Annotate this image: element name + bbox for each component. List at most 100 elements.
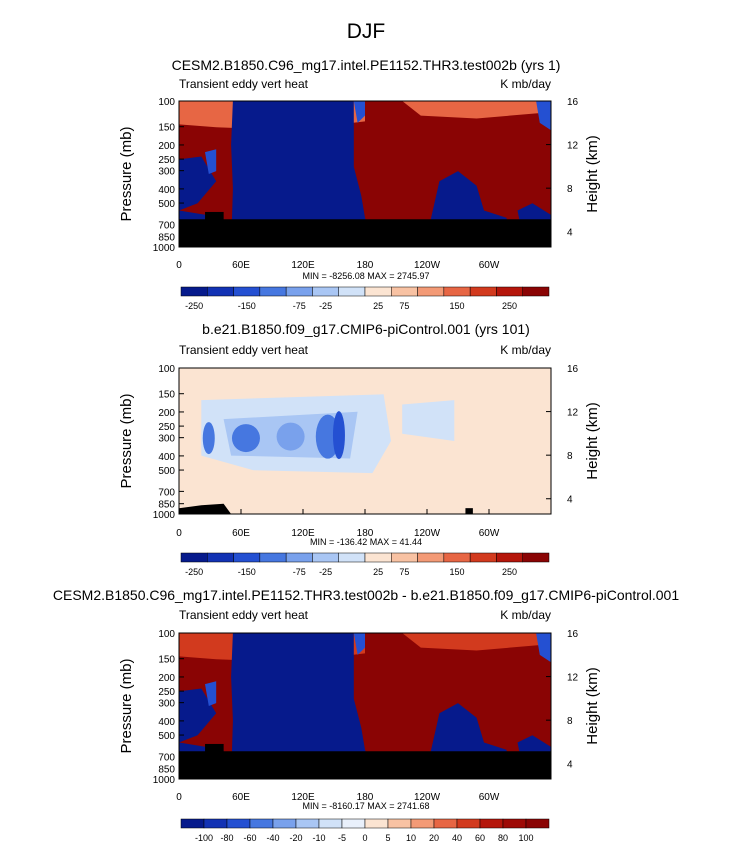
colorbar-label: -100 bbox=[195, 833, 213, 842]
y-tick-label: 200 bbox=[158, 141, 175, 152]
colorbar-swatch bbox=[233, 552, 261, 563]
colorbar-swatch bbox=[387, 818, 412, 829]
colorbar-swatch bbox=[272, 818, 297, 829]
colorbar-label: 150 bbox=[449, 301, 464, 311]
y2-tick-label: 16 bbox=[567, 97, 579, 108]
topography-mask bbox=[465, 508, 473, 514]
colorbar-label: 10 bbox=[406, 833, 416, 842]
y-tick-label: 1000 bbox=[153, 510, 176, 521]
colorbar-swatch bbox=[312, 552, 339, 563]
colorbar-label: -25 bbox=[319, 567, 332, 577]
y-tick-label: 250 bbox=[158, 422, 175, 433]
y2-axis-label: Height (km) bbox=[584, 402, 601, 480]
y-tick-label: 300 bbox=[158, 434, 175, 445]
colorbar-label: -150 bbox=[238, 301, 256, 311]
colorbar-swatch bbox=[417, 286, 445, 297]
colorbar-label: -75 bbox=[293, 567, 306, 577]
y2-tick-label: 12 bbox=[567, 408, 579, 419]
y2-tick-label: 16 bbox=[567, 629, 579, 640]
topography-mask bbox=[179, 219, 551, 247]
y2-tick-label: 4 bbox=[567, 228, 573, 239]
colorbar-swatch bbox=[469, 286, 497, 297]
y2-tick-label: 12 bbox=[567, 141, 579, 152]
colorbar-swatch bbox=[443, 552, 471, 563]
colorbar-swatch bbox=[233, 286, 261, 297]
colorbar-swatch bbox=[469, 552, 497, 563]
y-tick-label: 700 bbox=[158, 220, 175, 231]
y-tick-label: 500 bbox=[158, 731, 175, 742]
topography-mask bbox=[179, 751, 551, 779]
shade-negative-mid bbox=[353, 101, 365, 123]
colorbar-label: 80 bbox=[498, 833, 508, 842]
y2-axis-label: Height (km) bbox=[584, 135, 601, 213]
colorbar-swatch bbox=[285, 552, 313, 563]
x-tick-label: 0 bbox=[176, 260, 182, 271]
topography-mask bbox=[205, 743, 224, 753]
shade-negative-mid bbox=[353, 633, 365, 655]
colorbar-swatch bbox=[338, 286, 366, 297]
shade-negative-strongest bbox=[332, 411, 345, 460]
shade-positive-light bbox=[402, 633, 544, 651]
shade-negative-strong bbox=[231, 424, 260, 453]
colorbar-swatch bbox=[433, 818, 458, 829]
colorbar-swatch bbox=[456, 818, 481, 829]
colorbar-swatch bbox=[410, 818, 435, 829]
min-max-label: MIN = -136.42 MAX = 41.44 bbox=[310, 537, 422, 547]
colorbar-swatch bbox=[207, 552, 234, 563]
colorbar-swatch bbox=[364, 286, 392, 297]
x-tick-label: 120E bbox=[291, 792, 315, 803]
colorbar-swatch bbox=[180, 818, 205, 829]
panel-3: CESM2.B1850.C96_mg17.intel.PE1152.THR3.t… bbox=[53, 587, 679, 842]
colorbar-swatch bbox=[338, 552, 366, 563]
units-label: K mb/day bbox=[500, 608, 551, 622]
panel-title: b.e21.B1850.f09_g17.CMIP6-piControl.001 … bbox=[202, 321, 530, 337]
panel-2: b.e21.B1850.f09_g17.CMIP6-piControl.001 … bbox=[118, 321, 601, 577]
shade-negative-light bbox=[402, 400, 455, 441]
x-tick-label: 120W bbox=[414, 528, 441, 539]
colorbar-label: -40 bbox=[266, 833, 279, 842]
colorbar-label: 75 bbox=[399, 567, 409, 577]
y-tick-label: 1000 bbox=[153, 243, 176, 254]
shade-negative bbox=[231, 101, 377, 247]
colorbar-label: 100 bbox=[518, 833, 533, 842]
colorbar-swatch bbox=[259, 552, 287, 563]
colorbar-label: 60 bbox=[475, 833, 485, 842]
y-axis-label: Pressure (mb) bbox=[118, 658, 135, 753]
colorbar-label: 5 bbox=[385, 833, 390, 842]
colorbar-swatch bbox=[285, 286, 313, 297]
colorbar-swatch bbox=[180, 286, 208, 297]
shade-negative bbox=[179, 156, 217, 211]
x-tick-label: 0 bbox=[176, 792, 182, 803]
y-tick-label: 1000 bbox=[153, 775, 176, 786]
y2-tick-label: 8 bbox=[567, 716, 573, 727]
panel-title: CESM2.B1850.C96_mg17.intel.PE1152.THR3.t… bbox=[53, 587, 679, 603]
y-tick-label: 700 bbox=[158, 752, 175, 763]
colorbar-label: 40 bbox=[452, 833, 462, 842]
y2-tick-label: 4 bbox=[567, 495, 573, 506]
y-tick-label: 200 bbox=[158, 673, 175, 684]
colorbar-label: -80 bbox=[220, 833, 233, 842]
x-tick-label: 120E bbox=[291, 528, 315, 539]
topography-mask bbox=[179, 503, 232, 514]
colorbar-swatch bbox=[443, 286, 471, 297]
y-tick-label: 100 bbox=[158, 97, 175, 108]
x-tick-label: 180 bbox=[357, 528, 374, 539]
y2-tick-label: 12 bbox=[567, 673, 579, 684]
y-tick-label: 100 bbox=[158, 364, 175, 375]
colorbar-swatch bbox=[249, 818, 274, 829]
x-tick-label: 180 bbox=[357, 260, 374, 271]
colorbar-swatch bbox=[391, 552, 418, 563]
x-tick-label: 0 bbox=[176, 528, 182, 539]
colorbar-swatch bbox=[180, 552, 208, 563]
shade-negative-mid bbox=[536, 101, 551, 131]
y-tick-label: 250 bbox=[158, 155, 175, 166]
y-tick-label: 200 bbox=[158, 408, 175, 419]
min-max-label: MIN = -8160.17 MAX = 2741.68 bbox=[302, 801, 429, 811]
shade-negative-strong bbox=[276, 422, 305, 451]
colorbar-label: 25 bbox=[373, 301, 383, 311]
colorbar-label: -25 bbox=[319, 301, 332, 311]
y-tick-label: 400 bbox=[158, 717, 175, 728]
x-tick-label: 60W bbox=[479, 792, 500, 803]
colorbar-label: -75 bbox=[293, 301, 306, 311]
